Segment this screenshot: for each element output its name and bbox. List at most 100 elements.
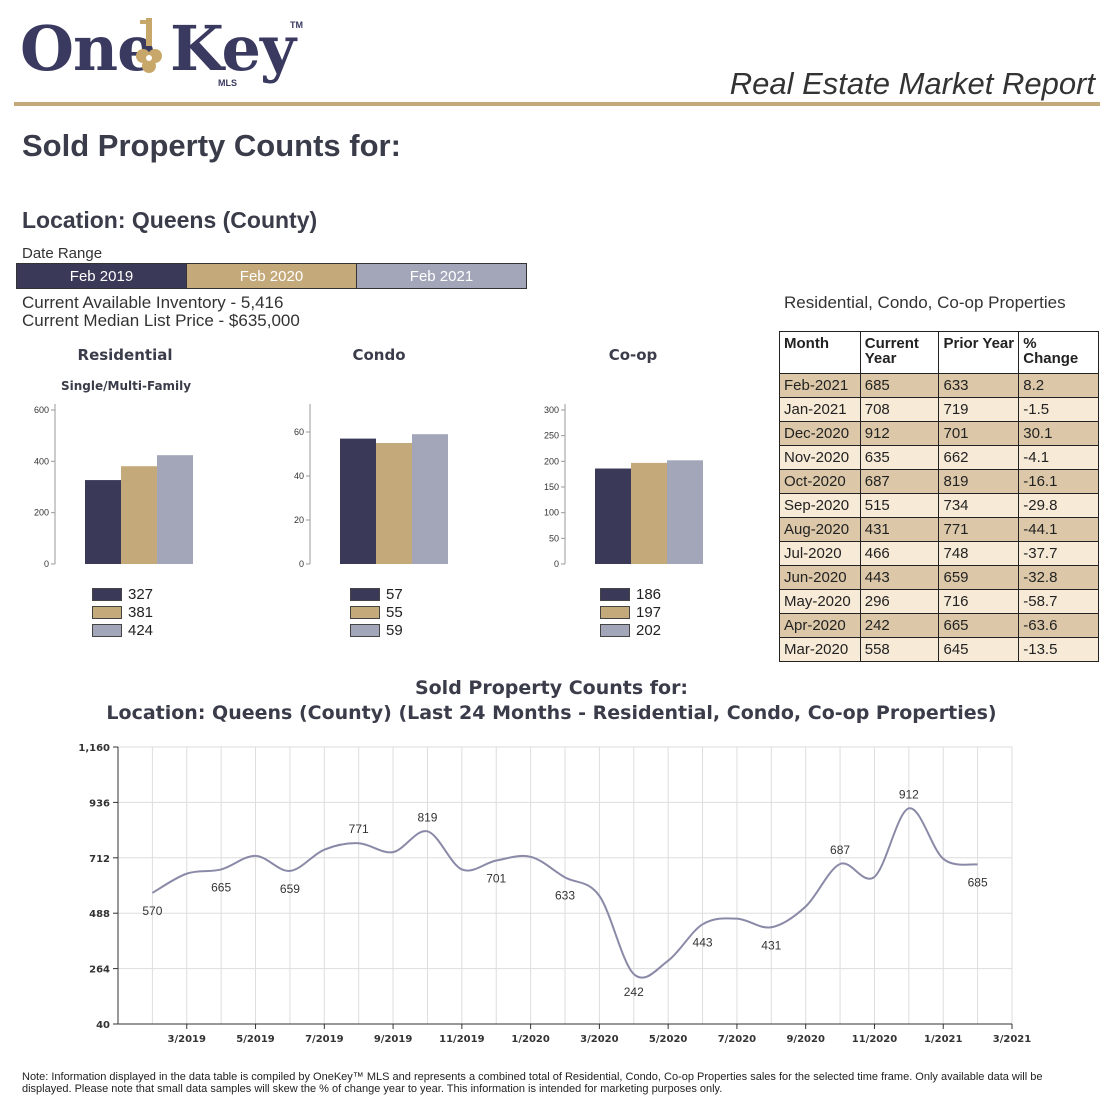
x-tick-label: 9/2020 xyxy=(786,1034,824,1045)
column-header-prior-year: Prior Year xyxy=(938,331,1020,374)
logo-mls: MLS xyxy=(218,78,237,88)
column-header-current-year: Current Year xyxy=(859,331,940,374)
y-tick-label: 150 xyxy=(544,482,559,492)
x-tick-label: 1/2020 xyxy=(511,1034,549,1045)
inventory-summary: Current Available Inventory - 5,416 Curr… xyxy=(22,294,300,330)
x-tick-label: 3/2019 xyxy=(168,1034,206,1045)
y-tick-label: 488 xyxy=(89,909,110,920)
coop-bar-chart: 0 50 100 150 200 250 300 xyxy=(544,404,703,569)
table-cell: 685 xyxy=(859,373,940,398)
legend-value: 424 xyxy=(128,621,154,639)
table-row: Oct-2020 687 819 -16.1 xyxy=(779,469,1099,494)
data-label: 659 xyxy=(280,882,300,896)
legend-swatch xyxy=(600,605,630,619)
table-cell: 443 xyxy=(859,565,940,590)
y-tick-label: 0 xyxy=(44,559,49,569)
date-range-item: Feb 2021 xyxy=(357,264,526,288)
bar xyxy=(121,466,157,564)
table-cell: 558 xyxy=(859,637,940,662)
table-cell: -1.5 xyxy=(1018,397,1099,422)
bar xyxy=(340,438,376,564)
y-tick-label: 250 xyxy=(544,431,559,441)
date-range-bar: Feb 2019 Feb 2020 Feb 2021 xyxy=(16,263,527,289)
bar xyxy=(595,468,631,564)
table-row: Apr-2020 242 665 -63.6 xyxy=(779,613,1099,638)
date-range-item: Feb 2020 xyxy=(187,264,357,288)
data-label: 443 xyxy=(693,935,713,949)
location-heading: Location: Queens (County) xyxy=(22,207,318,233)
table-cell: 748 xyxy=(938,541,1020,566)
bar xyxy=(412,434,448,564)
y-tick-label: 20 xyxy=(294,515,304,525)
table-cell: 665 xyxy=(938,613,1020,638)
legend-value: 55 xyxy=(386,603,403,621)
residential-chart-title: Residential xyxy=(77,346,173,364)
legend-item: 327 xyxy=(92,585,153,603)
bar xyxy=(631,462,667,564)
date-range-label: Date Range xyxy=(22,245,103,262)
header-divider xyxy=(14,102,1100,106)
table-row: Aug-2020 431 771 -44.1 xyxy=(779,517,1099,542)
table-row: Jun-2020 443 659 -32.8 xyxy=(779,565,1099,590)
x-tick-label: 1/2021 xyxy=(924,1034,962,1045)
table-cell: Oct-2020 xyxy=(779,469,861,494)
median-list-price: Current Median List Price - $635,000 xyxy=(22,311,300,330)
y-tick-label: 50 xyxy=(549,533,559,543)
legend-swatch xyxy=(92,605,122,619)
residential-bar-chart: 0 200 400 600 xyxy=(34,404,193,569)
x-tick-label: 9/2019 xyxy=(374,1034,412,1045)
condo-bar-chart: 0 20 40 60 xyxy=(294,404,448,569)
x-tick-label: 7/2020 xyxy=(718,1034,756,1045)
table-cell: 719 xyxy=(938,397,1020,422)
legend-item: 381 xyxy=(92,603,153,621)
data-label: 633 xyxy=(555,888,575,902)
table-caption: Residential, Condo, Co-op Properties xyxy=(784,293,1066,312)
y-tick-label: 264 xyxy=(89,965,110,976)
legend-item: 59 xyxy=(350,621,403,639)
table-cell: 466 xyxy=(859,541,940,566)
condo-chart-title: Condo xyxy=(352,346,406,364)
table-cell: 645 xyxy=(938,637,1020,662)
residential-chart-subtitle: Single/Multi-Family xyxy=(61,379,192,393)
table-cell: Dec-2020 xyxy=(779,421,861,446)
table-cell: 242 xyxy=(859,613,940,638)
series-line xyxy=(151,807,978,979)
legend-item: 186 xyxy=(600,585,661,603)
legend-swatch xyxy=(92,623,122,637)
y-tick-label: 1,160 xyxy=(78,743,110,754)
page-title: Sold Property Counts for: xyxy=(22,128,401,163)
data-label: 912 xyxy=(899,787,919,801)
x-tick-label: 7/2019 xyxy=(305,1034,343,1045)
legend-item: 197 xyxy=(600,603,661,621)
legend-swatch xyxy=(600,587,630,601)
table-cell: Aug-2020 xyxy=(779,517,861,542)
x-tick-label: 3/2021 xyxy=(993,1034,1031,1045)
condo-title-box: Condo xyxy=(279,346,479,364)
y-tick-label: 0 xyxy=(299,559,304,569)
legend-swatch xyxy=(350,623,380,637)
date-range-item: Feb 2019 xyxy=(17,264,187,288)
legend-value: 57 xyxy=(386,585,403,603)
data-label: 701 xyxy=(486,872,506,886)
coop-chart-title: Co-op xyxy=(608,346,658,364)
data-label: 771 xyxy=(349,822,369,836)
table-cell: -32.8 xyxy=(1018,565,1099,590)
table-cell: 819 xyxy=(938,469,1020,494)
column-header-month: Month xyxy=(779,331,861,374)
residential-title-box: Residential xyxy=(25,346,225,364)
table-cell: 912 xyxy=(859,421,940,446)
y-tick-label: 100 xyxy=(544,508,559,518)
table-header-row: Month Current Year Prior Year % Change xyxy=(779,331,1099,374)
y-tick-label: 600 xyxy=(34,405,49,415)
table-cell: -13.5 xyxy=(1018,637,1099,662)
table-cell: 662 xyxy=(938,445,1020,470)
column-header-percent-change: % Change xyxy=(1018,331,1099,374)
table-row: May-2020 296 716 -58.7 xyxy=(779,589,1099,614)
table-cell: May-2020 xyxy=(779,589,861,614)
y-tick-label: 400 xyxy=(34,456,49,466)
data-label: 687 xyxy=(830,843,850,857)
y-tick-label: 200 xyxy=(34,508,49,518)
coop-legend: 186 197 202 xyxy=(600,585,661,639)
condo-legend: 57 55 59 xyxy=(350,585,403,639)
y-tick-label: 936 xyxy=(89,798,110,809)
